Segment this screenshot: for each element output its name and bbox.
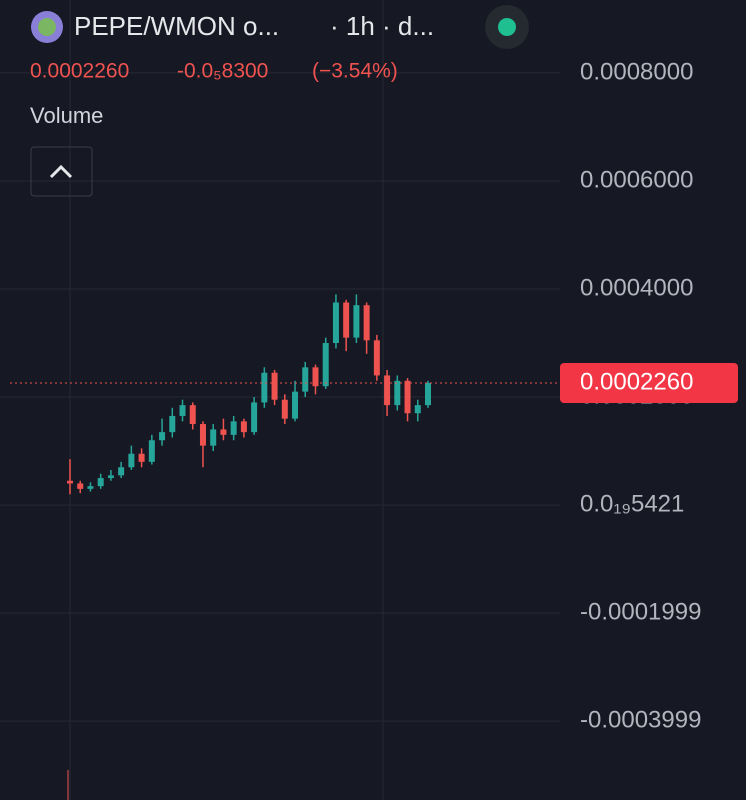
- caret-icon: [49, 164, 73, 179]
- candle-body: [107, 475, 114, 479]
- candle-body: [281, 399, 288, 419]
- candle-body: [169, 415, 176, 433]
- plot: 0.00080000.00060000.00040000.00020000.0₁…: [0, 58, 701, 733]
- candle-body: [159, 432, 166, 441]
- candle-body: [302, 367, 309, 392]
- y-tick-label: -0.0003999: [580, 706, 701, 733]
- interval: · 1h · d...: [330, 11, 434, 41]
- candle-body: [240, 421, 247, 433]
- candle-body: [189, 405, 196, 425]
- candle-body: [414, 405, 421, 414]
- y-tick-label: -0.0001999: [580, 598, 701, 625]
- candle-body: [271, 372, 278, 400]
- candle-body: [384, 375, 391, 406]
- candle-body: [363, 305, 370, 341]
- y-tick-label: 0.0₁₉5421: [580, 490, 684, 517]
- candle-body: [425, 382, 431, 406]
- candle-body: [118, 467, 125, 476]
- candle-body: [97, 478, 104, 487]
- collapse-button[interactable]: [30, 146, 93, 197]
- last-price: 0.0002260: [30, 60, 129, 83]
- candle-body: [87, 486, 94, 489]
- candle-body: [312, 367, 319, 387]
- candle-body: [261, 372, 268, 403]
- y-tick-label: 0.0004000: [580, 274, 693, 301]
- candle-body: [230, 421, 237, 435]
- candle-body: [394, 380, 401, 406]
- candle-body: [179, 405, 186, 416]
- price-change: -0.0₅8300: [177, 60, 268, 83]
- candle-body: [77, 483, 84, 489]
- status-dot: [498, 18, 516, 36]
- candle-body: [67, 480, 73, 484]
- candle-body: [210, 429, 217, 446]
- candle-body: [251, 402, 258, 433]
- candle-body: [199, 424, 206, 446]
- price-label: 0.0002260: [580, 368, 693, 395]
- candle-body: [220, 429, 227, 435]
- candle-body: [148, 440, 155, 462]
- candle-body: [373, 340, 380, 376]
- symbol: PEPE/WMON o...: [74, 11, 279, 41]
- candle-body: [353, 305, 360, 338]
- volume-label: Volume: [30, 103, 103, 128]
- token-logo-face: [38, 18, 56, 36]
- candle-body: [343, 302, 350, 338]
- candle-body: [404, 380, 411, 414]
- y-tick-label: 0.0008000: [580, 58, 693, 85]
- y-tick-label: 0.0006000: [580, 166, 693, 193]
- price-label-box: [560, 362, 738, 403]
- candle-body: [322, 343, 329, 387]
- candle-body: [138, 453, 145, 462]
- candle-body: [332, 302, 339, 344]
- price-change-pct: (−3.54%): [312, 60, 398, 83]
- grid: [69, 0, 384, 800]
- candle-body: [128, 453, 135, 468]
- candle-body: [292, 391, 299, 419]
